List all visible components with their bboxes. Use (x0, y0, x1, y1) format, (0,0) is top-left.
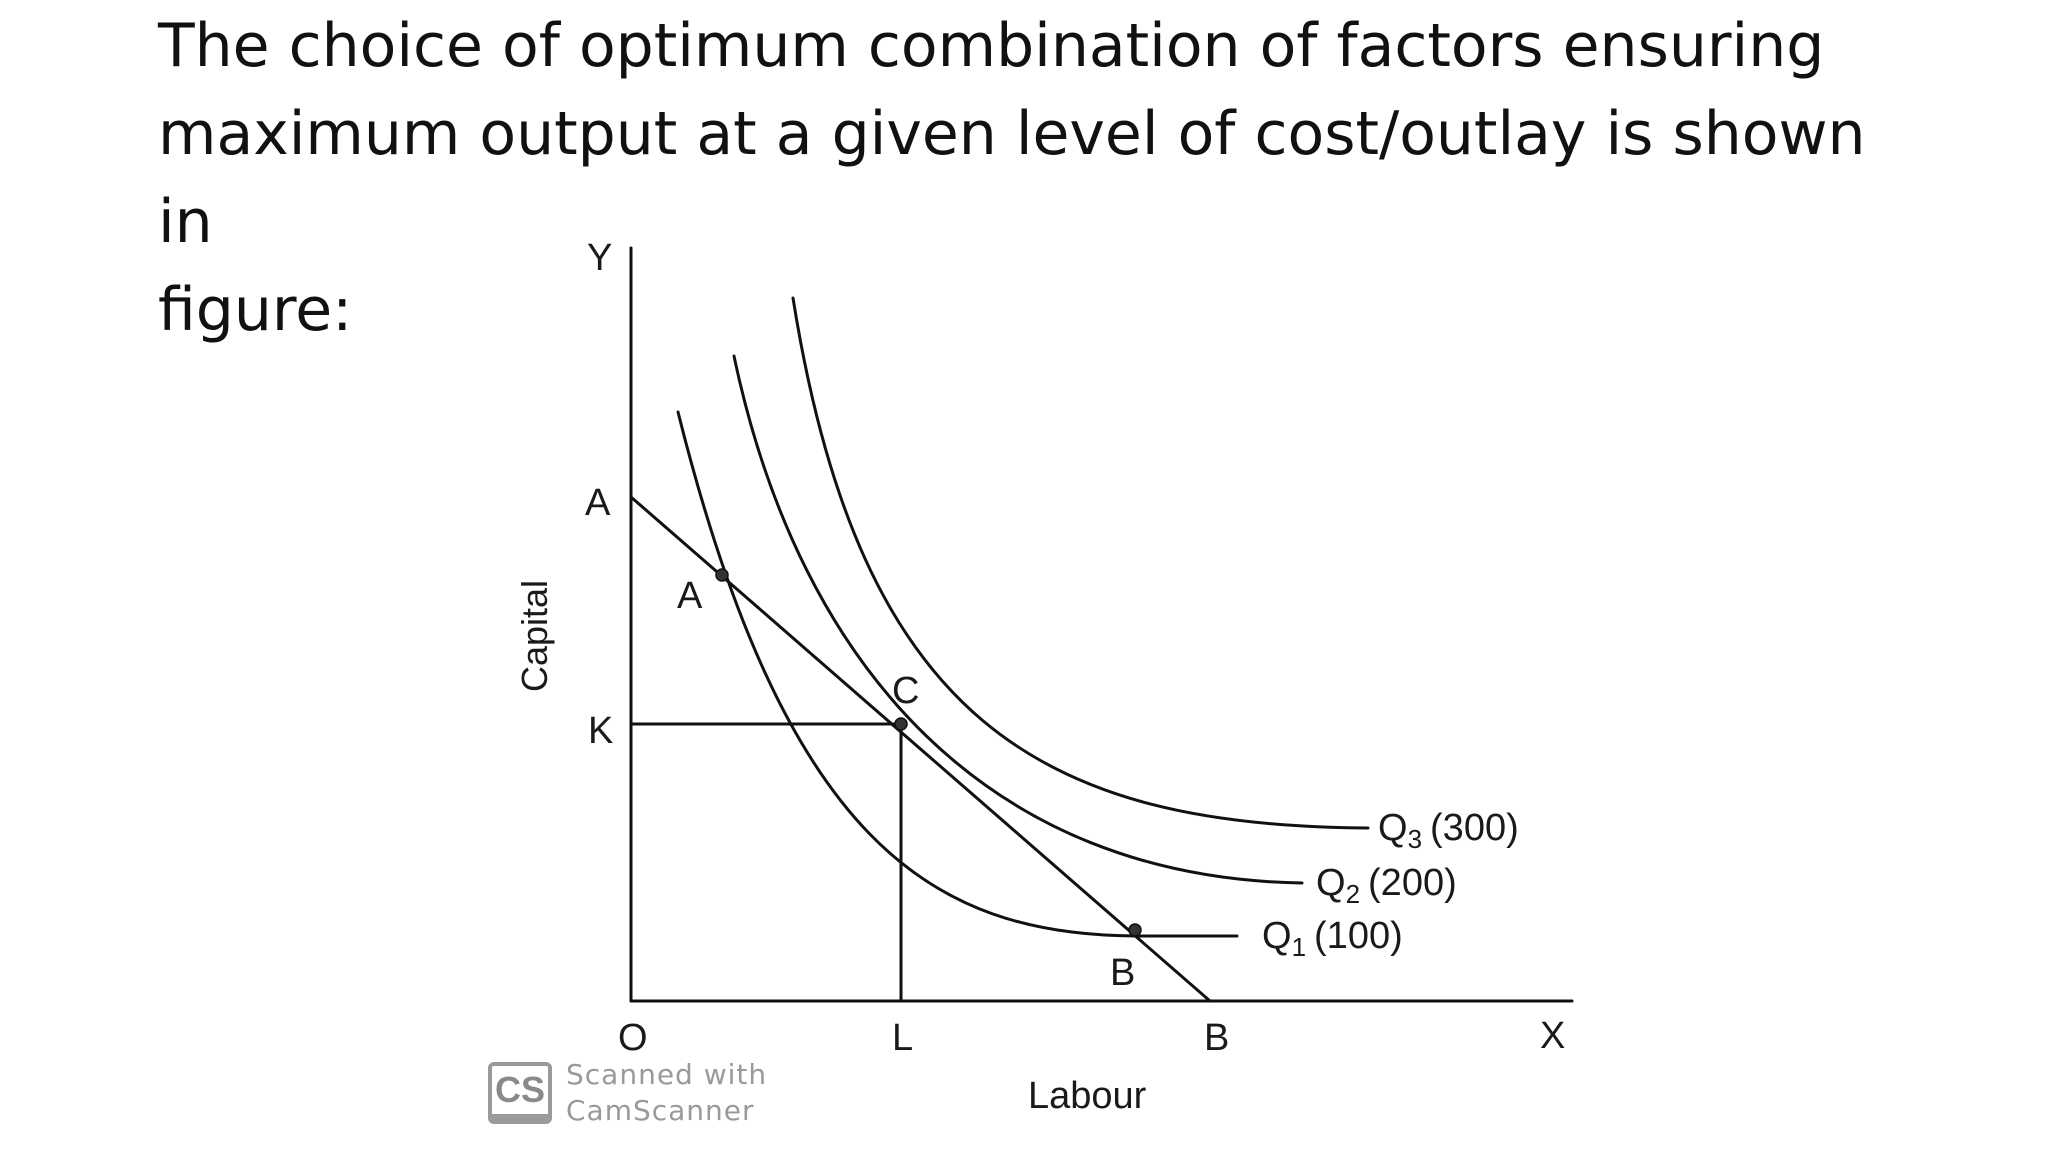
curve-point-c: C (892, 670, 919, 712)
watermark-line1: Scanned with (566, 1058, 768, 1091)
x-axis-letter: X (1540, 1015, 1565, 1057)
isoquant-q3-label: Q3 (300) (1378, 807, 1519, 854)
camscanner-text: Scanned with CamScanner (566, 1057, 767, 1129)
axis-point-a: A (585, 482, 611, 524)
origin-label: O (618, 1017, 648, 1059)
isoquant-q1 (676, 410, 1239, 938)
isoquant-q3 (791, 296, 1370, 830)
camscanner-logo: CS (488, 1062, 552, 1124)
slide-text: The choice of optimum combination of fac… (158, 11, 1866, 345)
point-a-marker (715, 568, 729, 582)
watermark-line2: CamScanner (566, 1094, 755, 1127)
point-b-marker (1128, 923, 1142, 937)
point-c-marker (894, 717, 908, 731)
curve-point-b: B (1110, 952, 1135, 994)
axis-point-k: K (588, 710, 613, 752)
isoquant-q2 (732, 354, 1304, 885)
isoquant-q2-label: Q2 (200) (1316, 862, 1457, 909)
y-axis-letter: Y (587, 237, 612, 279)
axis-point-l: L (892, 1017, 913, 1059)
curve-point-a: A (677, 575, 703, 617)
axis-point-b: B (1204, 1017, 1229, 1059)
y-axis-title: Capital (514, 580, 555, 692)
x-axis-title: Labour (1028, 1075, 1147, 1117)
isoquant-q1-label: Q1 (100) (1262, 915, 1403, 962)
camscanner-watermark: CS Scanned with CamScanner (488, 1057, 767, 1129)
